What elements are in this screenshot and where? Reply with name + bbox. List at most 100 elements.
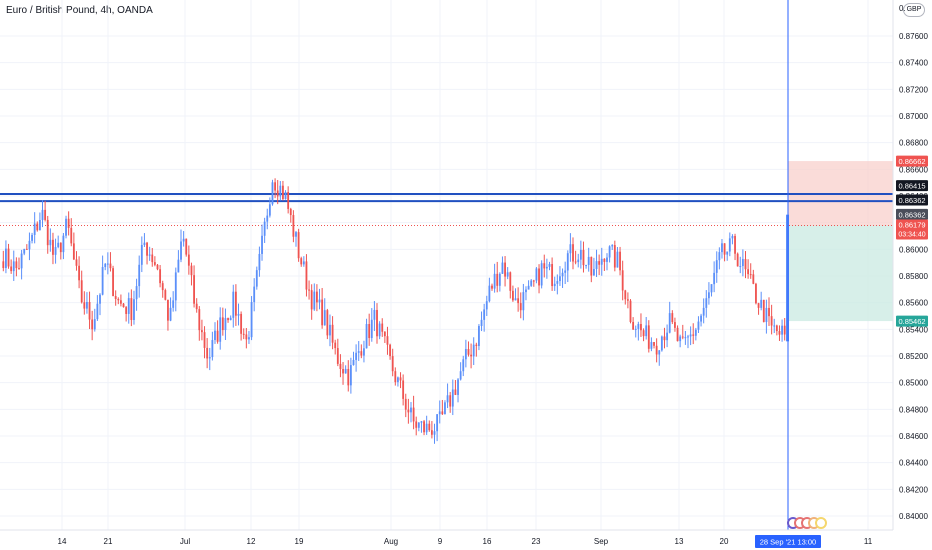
candle-body: [430, 430, 433, 435]
candle-body: [551, 264, 554, 287]
candle-body: [5, 248, 7, 268]
candle-body: [407, 409, 410, 413]
candle-body: [655, 345, 658, 355]
candle-body: [454, 389, 457, 395]
position-zones: [788, 161, 893, 322]
candle-body: [585, 264, 587, 266]
candle-body: [292, 215, 295, 237]
time-tick-label: 16: [483, 537, 492, 546]
candle-body: [245, 334, 248, 340]
candle-body: [640, 323, 642, 331]
candle-body: [279, 185, 282, 197]
candle-body: [629, 300, 632, 322]
entry-price-badge: 0.86179: [898, 220, 925, 229]
price-tick-label: 0.84000: [899, 512, 928, 521]
candle-body: [376, 309, 378, 337]
candle-body: [373, 309, 376, 320]
candle-body: [483, 309, 486, 320]
candle-body: [783, 325, 786, 335]
candle-body: [240, 313, 243, 334]
candle-body: [556, 281, 559, 284]
level-price-badge: 0.86362: [898, 196, 925, 205]
candle-body: [198, 309, 201, 331]
candle-body: [93, 319, 96, 330]
currency-badge[interactable]: GBP: [903, 3, 925, 17]
candle-body: [715, 260, 718, 273]
candle-body: [760, 299, 763, 308]
candle-body: [658, 350, 661, 355]
candle-body: [707, 292, 710, 299]
level-price-badge-bg: [896, 208, 928, 220]
candle-body: [156, 264, 159, 270]
level-price-badge-bg: [896, 180, 928, 192]
level-price-badge-bg: [896, 194, 928, 206]
candle-body: [728, 238, 731, 252]
candle-body: [169, 307, 172, 321]
time-tick-label: Aug: [384, 537, 398, 546]
candle-body: [334, 342, 337, 349]
horizontal-levels: [0, 193, 893, 226]
candle-body: [394, 371, 397, 383]
candle-body: [778, 331, 781, 335]
candle-body: [423, 421, 425, 433]
candle-body: [370, 319, 373, 339]
candle-body: [49, 239, 52, 246]
candle-body: [752, 274, 755, 284]
candle-body: [747, 269, 750, 275]
candle-body: [112, 268, 114, 297]
chart-grid: [0, 0, 893, 530]
candle-body: [681, 336, 684, 338]
candle-body: [206, 347, 209, 359]
candle-body: [211, 340, 214, 358]
candle-body: [582, 249, 585, 266]
candle-body: [650, 342, 653, 349]
candle-body: [161, 283, 164, 291]
candle-body: [606, 257, 608, 262]
chart-title: Euro / British Pound, 4h, OANDA: [6, 5, 153, 16]
candle-body: [545, 266, 548, 269]
candle-body: [501, 262, 504, 274]
candle-body: [216, 330, 219, 342]
candle-body: [626, 299, 629, 301]
candle-body: [117, 299, 120, 301]
candle-body: [237, 313, 240, 316]
candle-body: [632, 321, 635, 330]
price-tick-label: 0.84800: [899, 405, 928, 414]
candle-body: [297, 232, 300, 259]
candle-body: [525, 289, 527, 293]
candle-body: [671, 313, 674, 323]
candle-body: [425, 423, 428, 433]
candle-body: [62, 235, 65, 253]
candle-body: [180, 241, 182, 260]
candle-body: [360, 351, 363, 356]
candle-body: [255, 270, 258, 287]
candle-body: [475, 344, 478, 346]
candle-body: [436, 414, 439, 432]
candle-body: [488, 285, 491, 302]
candle-body: [208, 357, 211, 359]
candle-body: [676, 327, 679, 342]
candle-body: [428, 423, 431, 431]
candle-body: [504, 262, 506, 277]
candle-body: [645, 325, 648, 337]
candle-body: [282, 185, 284, 200]
candle-body: [459, 371, 462, 380]
candle-body: [600, 258, 603, 265]
candle-body: [781, 325, 783, 335]
candle-body: [195, 303, 198, 310]
date-badge-bg: [755, 535, 821, 548]
candle-body: [721, 243, 723, 253]
candle-body: [653, 342, 655, 346]
candle-body: [491, 285, 493, 289]
countdown-badge: 03:34:40: [898, 231, 925, 238]
candle-body: [287, 191, 290, 209]
candle-body: [70, 227, 73, 244]
candle-body: [702, 307, 705, 316]
candle-body: [80, 280, 83, 303]
candle-body: [368, 324, 371, 339]
candle-body: [65, 218, 67, 236]
candle-body: [276, 190, 279, 197]
candle-body: [527, 285, 530, 290]
event-icon: [815, 517, 827, 529]
